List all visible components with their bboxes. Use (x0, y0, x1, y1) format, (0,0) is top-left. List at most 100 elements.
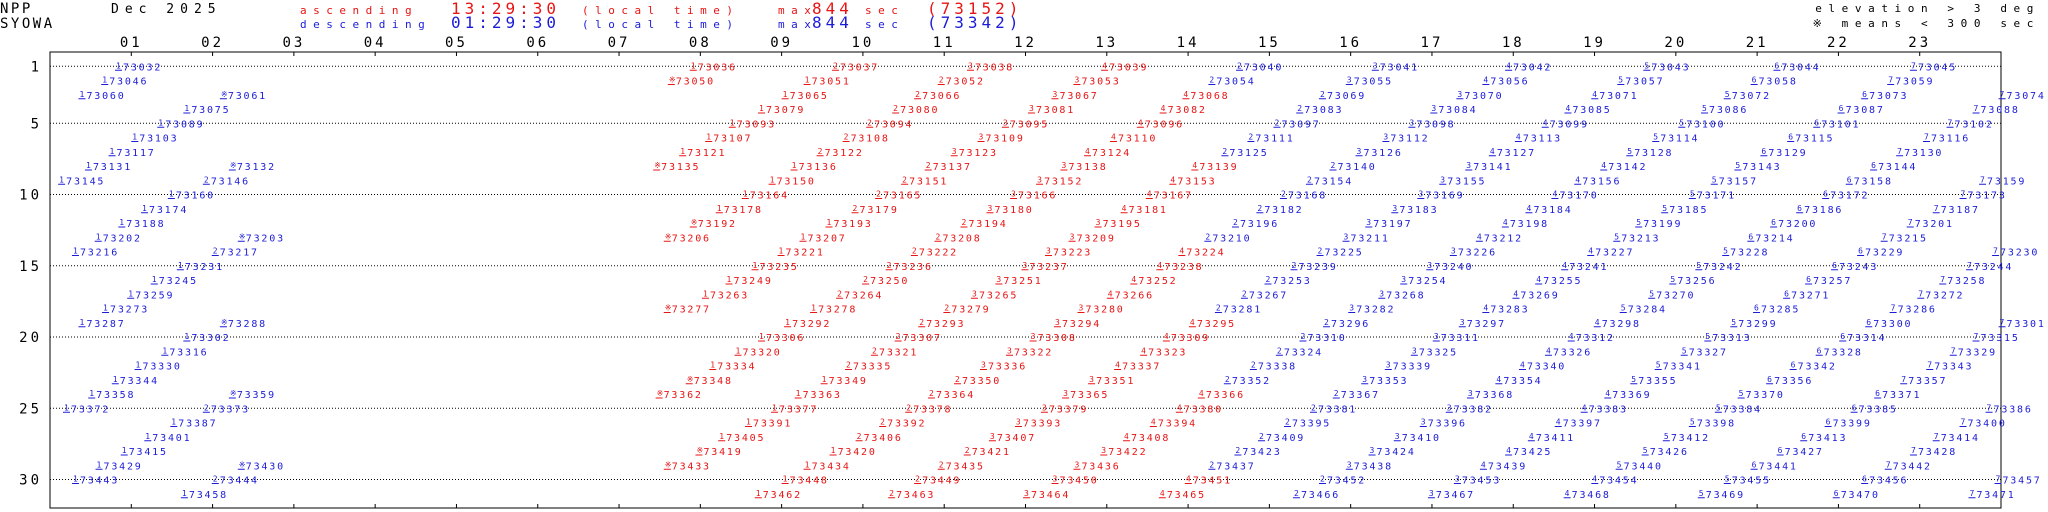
legend-max-label: max (778, 18, 817, 31)
orbit-number: 73202 (103, 233, 142, 244)
y-tick-label: 5 (31, 116, 42, 132)
orbit-number: 73125 (1229, 148, 1268, 159)
pass-code: 7 (1918, 289, 1923, 298)
orbit-number: 73199 (1643, 219, 1682, 230)
orbit-number: 73268 (1386, 290, 1425, 301)
pass-code: 2 (939, 76, 944, 85)
pass-code: 6 (1771, 218, 1776, 227)
pass-code: 4 (1138, 118, 1143, 127)
orbit-number: 73398 (1697, 419, 1736, 430)
orbit-number: 73377 (779, 404, 818, 415)
orbit-number: 73253 (1272, 276, 1311, 287)
pass-code: 2 (846, 361, 851, 370)
orbit-number: 73344 (120, 376, 159, 387)
orbit-number: 73243 (1839, 262, 1878, 273)
orbit-number: 73187 (1941, 205, 1980, 216)
pass-code: ※ (654, 161, 661, 170)
x-tick-label: 02 (201, 35, 224, 51)
pass-code: 2 (961, 218, 966, 227)
elevation-note: elevation > 3 deg (1815, 2, 2040, 15)
orbit-number: 73182 (1264, 205, 1303, 216)
pass-code: 2 (1225, 375, 1230, 384)
orbit-number: 73450 (1060, 476, 1099, 487)
pass-code: 5 (1705, 332, 1710, 341)
pass-code: 4 (1111, 133, 1116, 142)
pass-code: ※ (687, 375, 694, 384)
pass-code: 7 (1987, 403, 1992, 412)
pass-code: 4 (1164, 332, 1169, 341)
pass-code: 1 (805, 460, 810, 469)
pass-code: 6 (1754, 304, 1759, 313)
pass-code: 3 (1003, 118, 1008, 127)
pass-code: 4 (1161, 104, 1166, 113)
pass-code: 6 (1778, 446, 1783, 455)
orbit-number: 73384 (1723, 404, 1762, 415)
orbit-number: 73051 (812, 77, 851, 88)
orbit-number: 73150 (777, 176, 816, 187)
orbit-number: 73421 (972, 447, 1011, 458)
orbit-number: 73221 (786, 248, 825, 259)
orbit-number: 73440 (1624, 461, 1663, 472)
orbit-number: 73083 (1304, 105, 1343, 116)
pass-code: 4 (1160, 489, 1165, 498)
orbit-number: 73084 (1438, 105, 1477, 116)
pass-code: 3 (1053, 475, 1058, 484)
pass-code: 2 (1307, 175, 1312, 184)
orbit-number: 73286 (1898, 305, 1937, 316)
pass-code: 5 (1712, 175, 1717, 184)
orbit-number: 73173 (1968, 191, 2007, 202)
x-tick-label: 05 (445, 35, 468, 51)
pass-code: 5 (1699, 489, 1704, 498)
orbit-number: 73255 (1543, 276, 1582, 287)
orbit-number: 73168 (1288, 191, 1327, 202)
orbit-number: 73444 (220, 476, 259, 487)
orbit-number: 73201 (1915, 219, 1954, 230)
pass-code: 2 (915, 475, 920, 484)
orbit-number: 73052 (946, 77, 985, 88)
orbit-number: 73209 (1077, 233, 1116, 244)
orbit-number: 73072 (1732, 91, 1771, 102)
orbit-number: 73239 (1299, 262, 1338, 273)
pass-code: 1 (119, 218, 124, 227)
pass-code: 6 (1862, 90, 1867, 99)
pass-code: 3 (1412, 346, 1417, 355)
orbit-number: 73330 (143, 362, 182, 373)
y-tick-label: 15 (19, 259, 42, 275)
x-tick-label: 09 (770, 35, 793, 51)
pass-code: 3 (1101, 446, 1106, 455)
orbit-number: 73453 (1462, 476, 1501, 487)
pass-code: 5 (1664, 432, 1669, 441)
pass-code: 2 (926, 161, 931, 170)
pass-code: 5 (1725, 90, 1730, 99)
orbit-number: 73285 (1761, 305, 1800, 316)
orbit-number: 73141 (1473, 162, 1512, 173)
pass-code: 3 (1434, 332, 1439, 341)
orbit-number: 73405 (726, 433, 765, 444)
orbit-number: 73166 (1018, 191, 1057, 202)
pass-code: 1 (759, 332, 764, 341)
orbit-number: 73309 (1171, 333, 1210, 344)
orbit-number: 73464 (1031, 490, 1070, 501)
orbit-number: 73188 (126, 219, 165, 230)
legend-max-value: 844 (812, 0, 853, 18)
pass-code: 3 (1362, 375, 1367, 384)
pass-code: 7 (1897, 147, 1902, 156)
orbit-number: 73113 (1523, 134, 1562, 145)
pass-code: 5 (1696, 261, 1701, 270)
x-tick-label: 06 (526, 35, 549, 51)
orbit-number: 73270 (1656, 290, 1695, 301)
pass-code: 4 (1124, 432, 1129, 441)
pass-code: 5 (1731, 318, 1736, 327)
orbit-number: 73100 (1686, 119, 1725, 130)
orbit-number: 73185 (1669, 205, 1708, 216)
orbit-number: 73434 (812, 461, 851, 472)
pass-code: 3 (1357, 147, 1362, 156)
orbit-number: 73242 (1703, 262, 1742, 273)
pass-code: 2 (876, 190, 881, 199)
orbit-number: 73449 (922, 476, 961, 487)
orbit-number: 73138 (1068, 162, 1107, 173)
orbit-number: 73222 (919, 248, 958, 259)
pass-code: 7 (1934, 432, 1939, 441)
y-tick-label: 30 (19, 473, 42, 489)
orbit-number: 73240 (1434, 262, 1473, 273)
